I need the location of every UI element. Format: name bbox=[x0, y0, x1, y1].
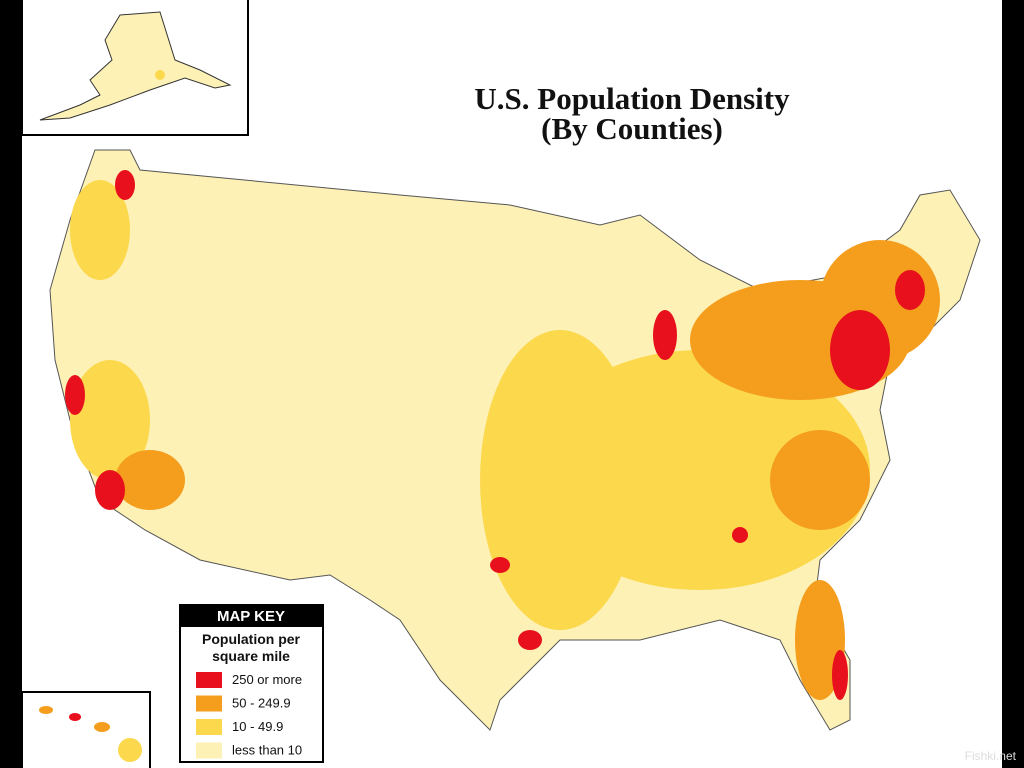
region-high bbox=[770, 430, 870, 530]
key-header: MAP KEY bbox=[217, 608, 285, 625]
region-very-high bbox=[732, 527, 748, 543]
key-label: 50 - 249.9 bbox=[232, 696, 291, 711]
region-very-high bbox=[895, 270, 925, 310]
map-title: U.S. Population Density bbox=[474, 81, 790, 116]
density-regions bbox=[65, 170, 940, 700]
region-very-high bbox=[115, 170, 135, 200]
region-medium bbox=[70, 360, 150, 480]
key-label: less than 10 bbox=[232, 743, 302, 758]
region-very-high bbox=[95, 470, 125, 510]
hawaii-island bbox=[94, 722, 110, 732]
alaska-region bbox=[155, 70, 165, 80]
region-very-high bbox=[518, 630, 542, 650]
region-medium bbox=[480, 330, 640, 630]
key-swatch bbox=[196, 695, 222, 712]
key-swatch bbox=[196, 742, 222, 759]
map-subtitle: (By Counties) bbox=[541, 111, 723, 146]
key-label: 10 - 49.9 bbox=[232, 719, 283, 734]
key-subtitle: square mile bbox=[212, 648, 290, 664]
key-header-bar bbox=[180, 605, 323, 627]
key-swatch bbox=[196, 719, 222, 735]
hawaii-island bbox=[39, 706, 53, 714]
region-very-high bbox=[653, 310, 677, 360]
region-very-high bbox=[490, 557, 510, 573]
alaska-shape bbox=[39, 11, 232, 121]
key-subtitle: Population per bbox=[202, 631, 301, 647]
region-medium bbox=[70, 180, 130, 280]
key-label: 250 or more bbox=[232, 672, 302, 687]
watermark: Fishki.net bbox=[965, 749, 1017, 763]
key-swatch bbox=[196, 672, 222, 688]
hawaii-island bbox=[118, 738, 142, 762]
region-very-high bbox=[830, 310, 890, 390]
region-very-high bbox=[65, 375, 85, 415]
map-key: MAP KEY Population per square mile 250 o… bbox=[179, 604, 324, 763]
region-very-high bbox=[832, 650, 848, 700]
region-high bbox=[115, 450, 185, 510]
hawaii-island bbox=[69, 713, 81, 721]
